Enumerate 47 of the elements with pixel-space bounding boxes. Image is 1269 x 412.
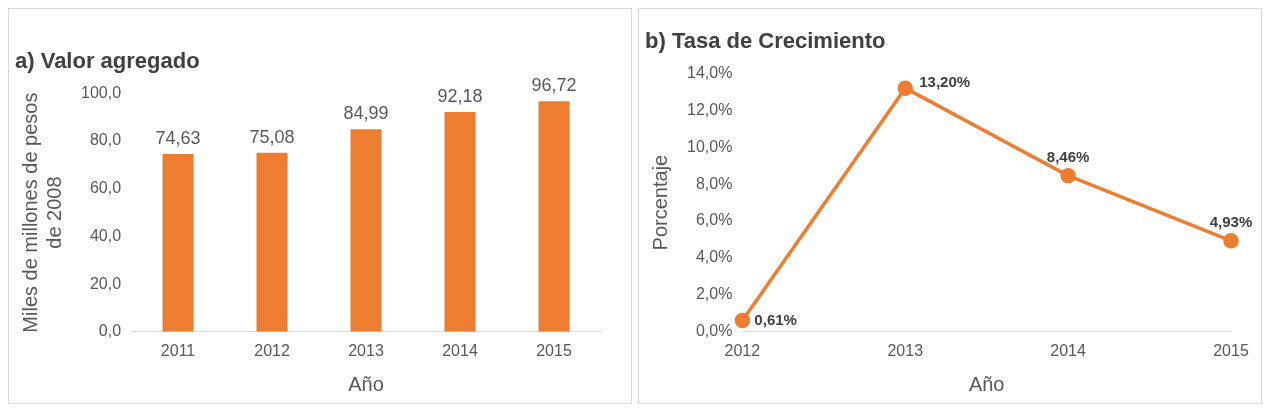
- x-tick-label: 2014: [442, 341, 478, 359]
- y-tick-label: 8,0%: [695, 174, 733, 192]
- x-tick-label: 2015: [1213, 341, 1249, 359]
- bar: [538, 101, 570, 332]
- data-label: 13,20%: [919, 72, 971, 90]
- y-axis-title: Miles de millones de pesos de 2008: [18, 92, 65, 333]
- y-tick-label: 2,0%: [695, 285, 733, 303]
- y-tick-label: 40,0: [89, 226, 122, 244]
- point: [1223, 233, 1239, 249]
- chart-title: b) Tasa de Crecimiento: [645, 28, 886, 54]
- y-axis-title: Porcentaje: [648, 154, 671, 251]
- y-tick-label: 0,0: [98, 322, 122, 340]
- y-tick-label: 12,0%: [686, 100, 733, 118]
- x-tick-label: 2015: [536, 341, 572, 359]
- y-tick-label: 14,0%: [686, 63, 733, 81]
- bar: [444, 112, 476, 332]
- data-label: 8,46%: [1046, 148, 1090, 166]
- y-tick-label: 80,0: [89, 131, 122, 149]
- data-label: 75,08: [249, 126, 295, 147]
- bar: [350, 129, 382, 332]
- x-tick-label: 2013: [887, 341, 924, 359]
- chart-title: a) Valor agregado: [15, 48, 200, 74]
- data-label: 92,18: [437, 86, 483, 107]
- y-tick-label: 10,0%: [686, 137, 733, 155]
- y-tick-label: 100,0: [80, 83, 122, 101]
- x-tick-label: 2013: [348, 341, 384, 359]
- data-label: 0,61%: [754, 311, 797, 329]
- y-tick-label: 60,0: [89, 179, 122, 197]
- x-axis-title: Año: [348, 372, 384, 395]
- point: [734, 312, 751, 329]
- data-label: 74,63: [155, 127, 201, 148]
- data-label: 4,93%: [1209, 213, 1253, 231]
- x-tick-label: 2011: [160, 341, 196, 359]
- point: [897, 80, 913, 96]
- x-tick-label: 2012: [254, 341, 290, 359]
- data-label: 84,99: [343, 103, 389, 124]
- y-tick-label: 6,0%: [695, 211, 733, 229]
- bar: [256, 152, 288, 332]
- y-tick-label: 20,0: [89, 274, 122, 292]
- x-tick-label: 2014: [1050, 341, 1087, 359]
- x-tick-label: 2012: [724, 341, 761, 359]
- y-tick-label: 0,0%: [695, 322, 733, 340]
- y-tick-label: 4,0%: [695, 248, 733, 266]
- point: [1060, 167, 1076, 184]
- bar: [162, 153, 194, 332]
- x-axis-title: Año: [968, 372, 1005, 395]
- data-label: 96,72: [531, 75, 577, 96]
